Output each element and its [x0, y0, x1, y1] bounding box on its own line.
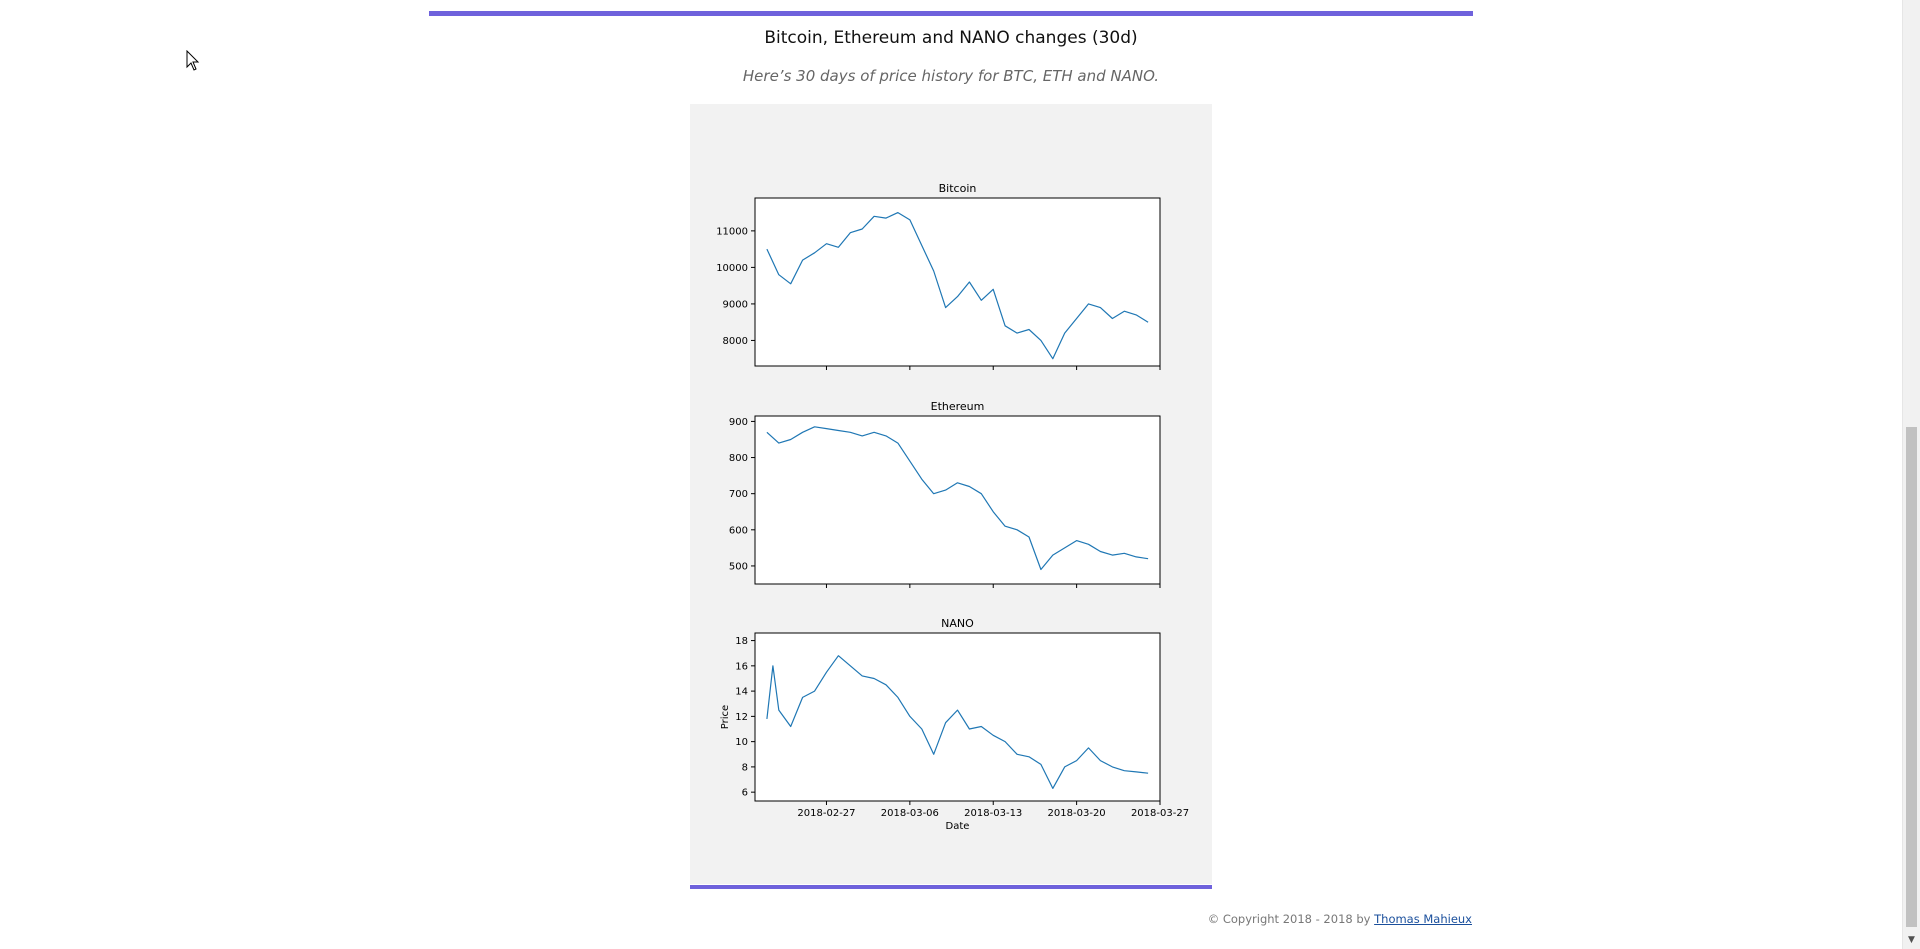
figure-accent-rule	[690, 885, 1212, 889]
footer: © Copyright 2018 - 2018 by Thomas Mahieu…	[1208, 912, 1472, 926]
scrollbar-thumb[interactable]	[1906, 427, 1917, 927]
x-axis-label: Date	[946, 821, 970, 832]
axes-frame	[754, 415, 1161, 585]
price-chart-figure: Bitcoin 8000 9000 10000 11000 Ethereum 500 600 7…	[716, 182, 1189, 832]
section-subtitle: Here’s 30 days of price history for BTC,…	[742, 67, 1160, 85]
footer-copyright: © Copyright 2018 - 2018 by	[1207, 912, 1371, 926]
y-tick-label: 10000	[716, 263, 748, 274]
series-line	[766, 655, 1149, 790]
y-tick-label: 900	[729, 417, 748, 428]
x-tick-label: 2018-03-27	[1131, 808, 1189, 819]
scroll-down-arrow-icon[interactable]: ▼	[1908, 935, 1915, 945]
y-tick-label: 600	[729, 525, 748, 536]
x-tick-label: 2018-03-06	[881, 808, 939, 819]
y-tick-label: 16	[735, 661, 748, 672]
vertical-scrollbar[interactable]: ▼	[1902, 0, 1920, 949]
y-tick-label: 12	[735, 712, 748, 723]
y-axis-label: Price	[720, 705, 731, 729]
chart-title: Bitcoin	[939, 182, 977, 195]
mouse-cursor-icon	[186, 50, 200, 71]
y-tick-label: 8	[742, 762, 748, 773]
y-tick-label: 700	[729, 489, 748, 500]
y-tick-label: 800	[729, 453, 748, 464]
x-tick-label: 2018-03-20	[1048, 808, 1106, 819]
chart-title: NANO	[941, 617, 974, 630]
axes-frame	[754, 632, 1161, 802]
top-accent-rule	[429, 11, 1473, 16]
series-line	[766, 211, 1149, 360]
y-tick-label: 14	[735, 687, 748, 698]
y-tick-label: 500	[729, 561, 748, 572]
x-tick-label: 2018-02-27	[797, 808, 855, 819]
y-tick-label: 6	[742, 788, 748, 799]
y-tick-label: 8000	[723, 336, 748, 347]
footer-author-link[interactable]: Thomas Mahieux	[1374, 912, 1472, 926]
x-tick-label: 2018-03-13	[964, 808, 1022, 819]
y-tick-label: 18	[735, 636, 748, 647]
y-tick-label: 9000	[723, 299, 748, 310]
axes-frame	[754, 197, 1161, 367]
section-title: Bitcoin, Ethereum and NANO changes (30d)	[764, 28, 1138, 48]
y-tick-label: 10	[735, 737, 748, 748]
series-line	[766, 426, 1149, 571]
chart-title: Ethereum	[931, 400, 985, 413]
y-tick-label: 11000	[716, 226, 748, 237]
